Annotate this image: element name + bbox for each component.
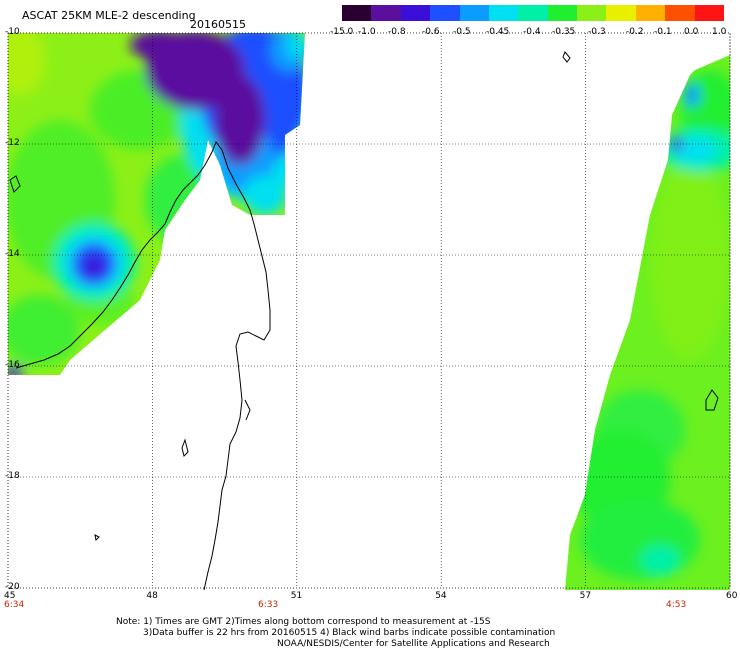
colorbar-swatch (459, 5, 490, 21)
colorbar-swatch (518, 5, 549, 21)
colorbar-swatch (430, 5, 461, 21)
colorbar-swatch (371, 5, 402, 21)
time-label: 6:34 (4, 600, 25, 610)
colorbar-label: 0.0 (684, 27, 699, 37)
colorbar (342, 5, 725, 21)
colorbar-swatch (635, 5, 666, 21)
time-label: 6:33 (258, 600, 279, 610)
island-outline (9, 175, 21, 193)
note-line: Note: 1) Times are GMT 2)Times along bot… (116, 617, 491, 627)
date-label: 20160515 (190, 18, 246, 31)
madagascar-east-coastline (203, 149, 271, 591)
coast-fragment (181, 438, 189, 457)
colorbar-swatch (488, 5, 519, 21)
colorbar-swatch (665, 5, 696, 21)
colorbar-label: -1.0 (358, 27, 376, 37)
note-line: 3)Data buffer is 22 hrs from 20160515 4)… (143, 628, 556, 638)
latitude-tick-label: -14 (5, 249, 20, 259)
coastline (9, 51, 719, 591)
colorbar-swatch (577, 5, 607, 21)
colorbar-swatch (694, 5, 725, 21)
colorbar-swatch (606, 5, 637, 21)
colorbar-label: -0.2 (626, 27, 644, 37)
latitude-tick-label: -12 (5, 138, 20, 148)
island-outline (94, 534, 100, 542)
map-frame (7, 32, 731, 589)
colorbar-label: -0.6 (422, 27, 440, 37)
latitude-tick-label: -10 (5, 27, 20, 37)
colorbar-swatch (547, 5, 578, 21)
colorbar-label: 1.0 (712, 27, 727, 37)
longitude-tick-label: 48 (146, 591, 158, 601)
east-swath (565, 55, 730, 590)
product-title: ASCAT 25KM MLE-2 descending (22, 9, 196, 22)
longitude-tick-label: 57 (579, 591, 592, 601)
colorbar-label: -0.45 (486, 27, 510, 37)
coast-fragment (244, 399, 251, 421)
colorbar-label: -0.4 (523, 27, 541, 37)
longitude-tick-label: 60 (726, 591, 738, 601)
time-label: 4:53 (666, 600, 687, 610)
island-outline (705, 389, 719, 411)
colorbar-labels: -15.0 -1.0 -0.8 -0.6 -0.5 -0.45 -0.4 -0.… (330, 27, 730, 39)
latitude-tick-label: -20 (5, 582, 20, 592)
colorbar-label: -0.8 (388, 27, 406, 37)
west-swath (8, 33, 305, 375)
latitude-tick-label: -16 (5, 360, 20, 370)
longitude-tick-label: 45 (4, 591, 16, 601)
colorbar-label: -0.1 (654, 27, 672, 37)
latitude-tick-label: -18 (5, 471, 20, 481)
colorbar-label: -15.0 (330, 27, 354, 37)
colorbar-swatch (342, 5, 372, 21)
longitude-tick-label: 51 (290, 591, 303, 601)
colorbar-swatch (400, 5, 431, 21)
colorbar-label: -0.3 (588, 27, 606, 37)
note-line: NOAA/NESDIS/Center for Satellite Applica… (277, 639, 550, 649)
colorbar-label: -0.35 (552, 27, 576, 37)
longitude-tick-label: 54 (435, 591, 447, 601)
madagascar-coastline (15, 140, 223, 369)
colorbar-label: -0.5 (453, 27, 471, 37)
island-outline (562, 51, 571, 63)
colorbar-swatches (342, 5, 725, 21)
